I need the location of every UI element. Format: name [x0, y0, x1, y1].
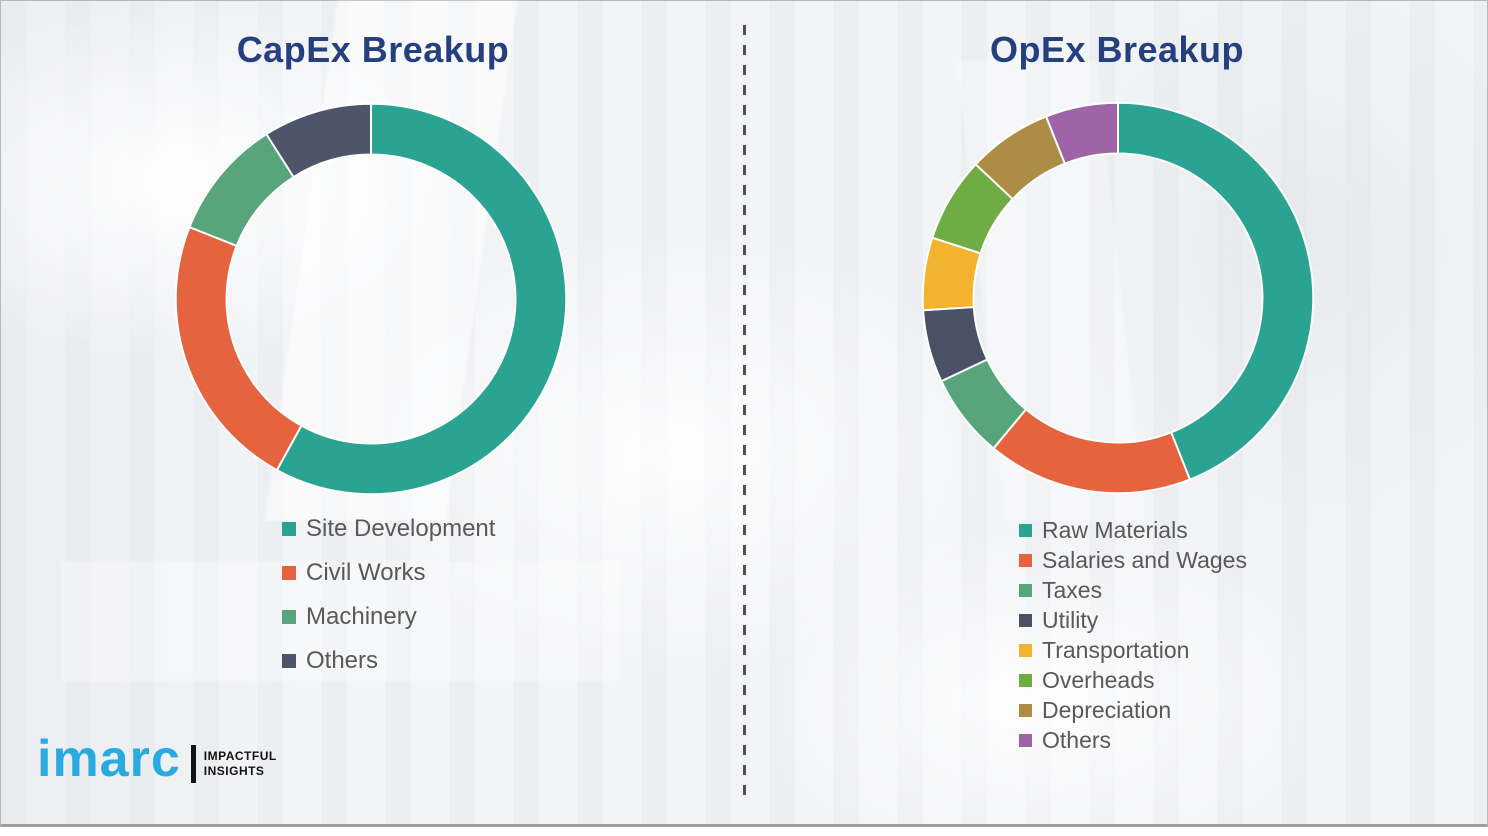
legend-swatch-icon: [1019, 613, 1032, 627]
legend-label: Site Development: [306, 515, 496, 542]
donut-segment-site-development: [275, 102, 568, 496]
legend-label: Utility: [1042, 606, 1099, 633]
donut-segment-others: [265, 102, 372, 178]
imarc-logo-tagline: IMPACTFUL INSIGHTS: [204, 749, 277, 779]
legend-item-transportation: Transportation: [1019, 635, 1247, 665]
background-texture: [61, 561, 621, 681]
legend-label: Transportation: [1042, 636, 1190, 663]
capex-legend: Site Development Civil Works Machinery Othe…: [282, 507, 495, 683]
legend-swatch-icon: [1019, 583, 1032, 597]
legend-item-taxes: Taxes: [1019, 575, 1247, 605]
legend-item-civil-works: Civil Works: [282, 551, 495, 595]
imarc-logo-divider-bar: [190, 745, 196, 783]
legend-swatch-icon: [1019, 523, 1032, 537]
donut-segment-salaries-and-wages: [992, 408, 1191, 495]
imarc-logo: imarc IMPACTFUL INSIGHTS: [37, 733, 277, 785]
imarc-tagline-line2: INSIGHTS: [203, 764, 265, 778]
legend-label: Overheads: [1042, 666, 1155, 693]
legend-swatch-icon: [1019, 643, 1032, 657]
legend-item-utility: Utility: [1019, 605, 1247, 635]
legend-item-site-development: Site Development: [282, 507, 495, 551]
legend-item-depreciation: Depreciation: [1019, 695, 1247, 725]
legend-swatch-icon: [282, 654, 296, 668]
capex-panel: CapEx Breakup Site Development Civil Work…: [1, 1, 745, 824]
legend-label: Machinery: [306, 603, 417, 630]
donut-segment-raw-materials: [1117, 101, 1315, 481]
donut-segment-others: [1045, 101, 1119, 165]
legend-label: Others: [306, 647, 379, 674]
opex-title: OpEx Breakup: [989, 29, 1245, 70]
capex-title: CapEx Breakup: [236, 29, 510, 70]
legend-item-machinery: Machinery: [282, 595, 495, 639]
legend-swatch-icon: [1019, 733, 1032, 747]
legend-item-salaries-and-wages: Salaries and Wages: [1019, 545, 1247, 575]
imarc-tagline-line1: IMPACTFUL: [203, 749, 277, 763]
legend-swatch-icon: [1019, 553, 1032, 567]
donut-segment-civil-works: [174, 226, 303, 472]
legend-label: Taxes: [1042, 576, 1103, 603]
legend-label: Salaries and Wages: [1042, 546, 1247, 573]
opex-panel: OpEx Breakup Raw Materials Salaries and W…: [745, 1, 1488, 824]
legend-swatch-icon: [282, 610, 296, 624]
imarc-logo-wordmark: imarc: [37, 730, 181, 788]
divider-dashed-line: [743, 25, 746, 795]
opex-legend: Raw Materials Salaries and Wages Taxes Util…: [1019, 515, 1247, 755]
legend-label: Raw Materials: [1042, 516, 1188, 543]
opex-donut-chart: [921, 101, 1315, 495]
legend-label: Depreciation: [1042, 696, 1172, 723]
legend-swatch-icon: [1019, 703, 1032, 717]
legend-label: Others: [1042, 726, 1112, 753]
legend-swatch-icon: [282, 522, 296, 536]
legend-item-others: Others: [282, 639, 495, 683]
legend-item-raw-materials: Raw Materials: [1019, 515, 1247, 545]
legend-item-overheads: Overheads: [1019, 665, 1247, 695]
legend-label: Civil Works: [306, 559, 426, 586]
capex-donut-chart: [174, 102, 568, 496]
legend-swatch-icon: [1019, 673, 1032, 687]
legend-item-others: Others: [1019, 725, 1247, 755]
legend-swatch-icon: [282, 566, 296, 580]
